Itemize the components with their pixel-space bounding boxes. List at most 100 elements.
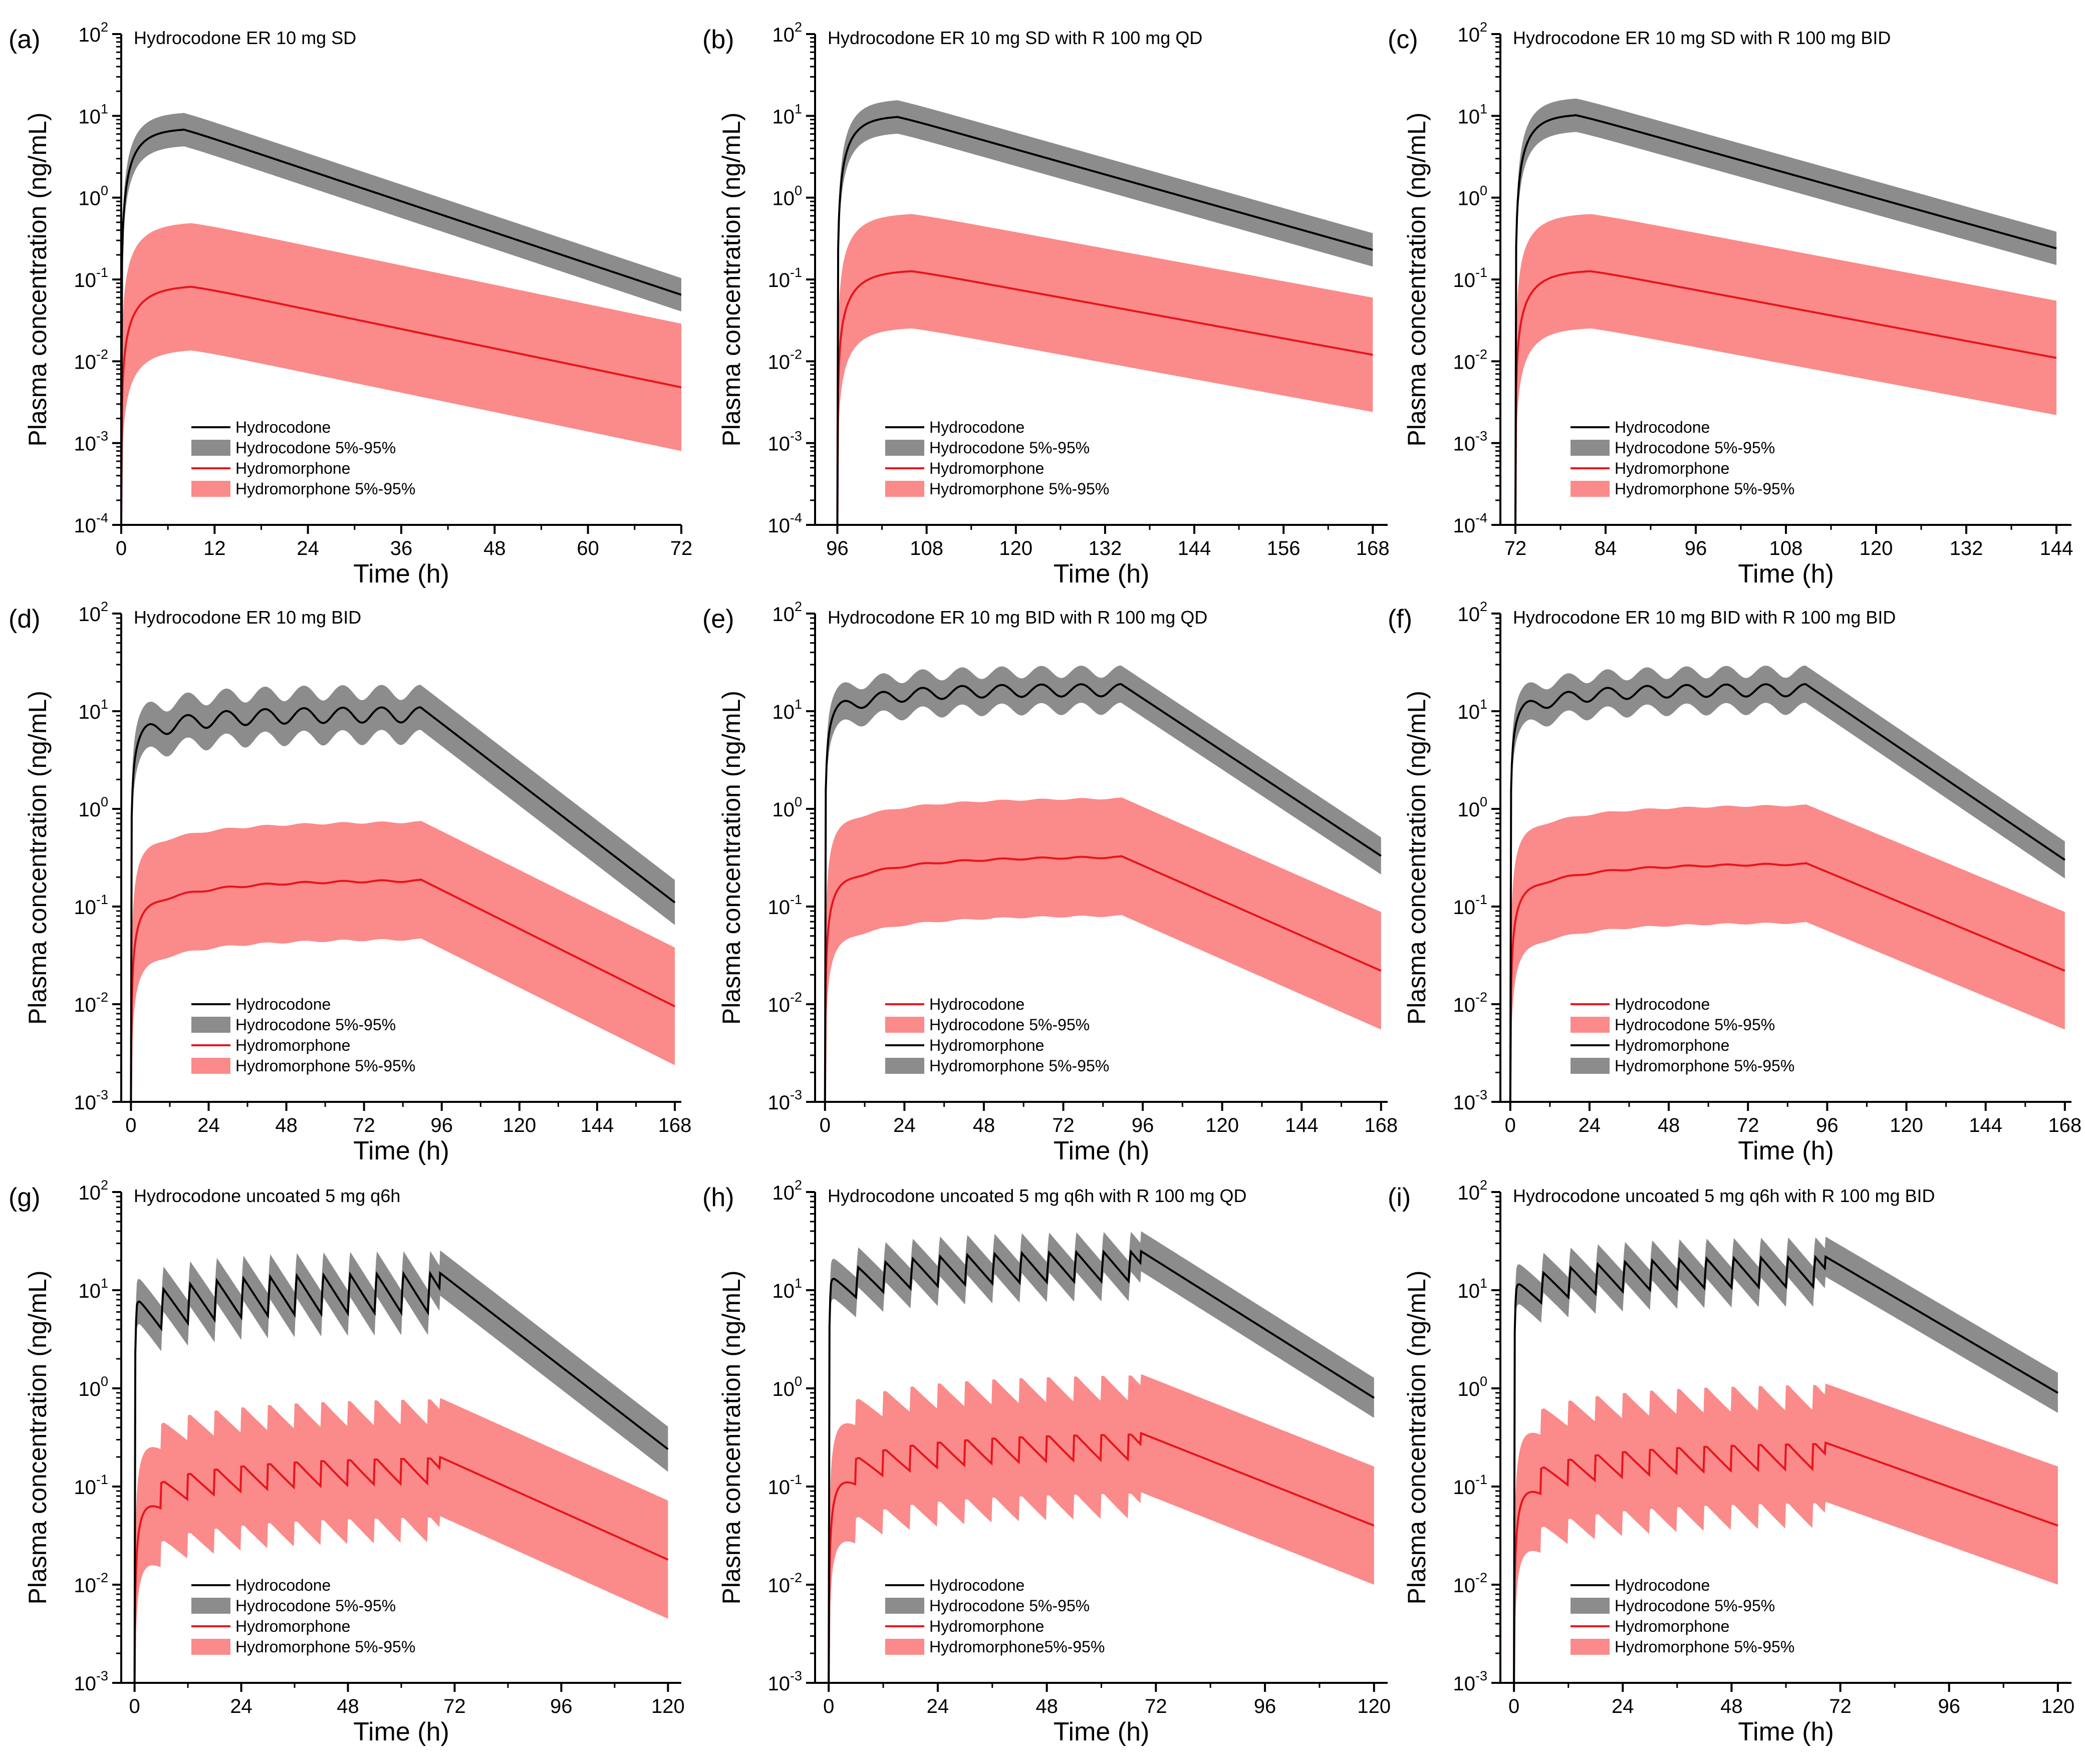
x-tick-label: 96 xyxy=(1685,537,1707,559)
chart-title: Hydrocodone ER 10 mg BID with R 100 mg Q… xyxy=(828,607,1207,628)
hydrocodone-line xyxy=(1513,1255,2058,1683)
x-axis-label: Time (h) xyxy=(1738,1136,1834,1165)
legend-label: Hydromorphone xyxy=(1615,1617,1729,1635)
y-tick-label: 10-2 xyxy=(1453,990,1487,1016)
hydromorphone-band xyxy=(131,820,675,1102)
x-tick-label: 120 xyxy=(2041,1695,2074,1717)
y-tick-exponent: -3 xyxy=(96,1668,108,1683)
y-tick-label: 101 xyxy=(772,1276,802,1302)
x-tick-label: 144 xyxy=(1969,1114,2002,1136)
y-tick-label: 10-1 xyxy=(767,265,802,291)
x-tick-label: 24 xyxy=(1579,1114,1601,1136)
y-tick-exponent: 0 xyxy=(101,794,108,809)
x-tick-label: 0 xyxy=(129,1695,140,1717)
hydromorphone-band xyxy=(837,214,1373,525)
y-tick-label: 10-3 xyxy=(1453,429,1487,455)
legend-label: Hydromorphone xyxy=(1615,1036,1729,1054)
x-tick-label: 72 xyxy=(443,1695,466,1717)
panel-label: (i) xyxy=(1388,1183,1411,1212)
legend-label: Hydromorphone xyxy=(235,1036,350,1054)
hydrocodone-band xyxy=(1514,1237,2058,1683)
hydrocodone-line xyxy=(828,1249,1375,1683)
y-tick-exponent: -1 xyxy=(96,1472,108,1487)
x-tick-label: 0 xyxy=(820,1114,831,1136)
x-tick-label: 96 xyxy=(1938,1695,1960,1717)
y-tick-label: 10-3 xyxy=(767,1668,802,1695)
chart-title: Hydrocodone ER 10 mg SD with R 100 mg BI… xyxy=(1513,28,1891,48)
chart-title: Hydrocodone ER 10 mg SD with R 100 mg QD xyxy=(828,28,1202,48)
legend-band-swatch xyxy=(885,440,924,456)
x-tick-label: 168 xyxy=(2048,1114,2081,1136)
x-tick-label: 120 xyxy=(1890,1114,1923,1136)
x-tick-label: 24 xyxy=(893,1114,916,1136)
chart-title: Hydrocodone uncoated 5 mg q6h with R 100… xyxy=(1513,1186,1935,1206)
y-tick-label: 10-3 xyxy=(1453,1087,1487,1114)
x-tick-label: 72 xyxy=(670,537,693,559)
y-axis-label: Plasma concentration (ng/mL) xyxy=(1403,1271,1431,1605)
x-tick-label: 24 xyxy=(197,1114,220,1136)
y-tick-label: 10-2 xyxy=(767,1570,802,1597)
x-tick-label: 24 xyxy=(230,1695,252,1717)
legend-label: Hydromorphone 5%-95% xyxy=(929,1057,1109,1075)
y-tick-label: 10-2 xyxy=(74,347,108,373)
y-tick-exponent: -2 xyxy=(96,347,108,362)
y-tick-exponent: 1 xyxy=(795,101,802,116)
y-tick-exponent: 1 xyxy=(101,697,108,712)
hydrocodone-band xyxy=(1515,98,2056,525)
y-tick-exponent: 1 xyxy=(1480,1276,1487,1291)
y-tick-label: 102 xyxy=(1457,1178,1487,1204)
y-tick-exponent: 2 xyxy=(1480,20,1487,35)
legend-band-swatch xyxy=(885,1639,924,1655)
x-tick-label: 36 xyxy=(390,537,413,559)
legend-band-swatch xyxy=(885,1598,924,1614)
y-tick-exponent: -2 xyxy=(790,347,802,362)
panel-label: (h) xyxy=(702,1183,734,1212)
x-axis-label: Time (h) xyxy=(353,559,449,589)
hydromorphone-band xyxy=(1515,214,2056,525)
legend-band-swatch xyxy=(191,1598,230,1614)
x-tick-label: 48 xyxy=(973,1114,995,1136)
y-axis-label: Plasma concentration (ng/mL) xyxy=(24,1271,52,1605)
legend-label: Hydrocodone 5%-95% xyxy=(1615,439,1775,457)
legend-band-swatch xyxy=(1571,481,1610,497)
y-tick-exponent: -2 xyxy=(96,990,108,1005)
y-tick-exponent: -4 xyxy=(1475,510,1487,525)
y-tick-label: 10-3 xyxy=(767,429,802,455)
y-tick-label: 10-2 xyxy=(74,1570,108,1597)
legend-label: Hydromorphone 5%-95% xyxy=(235,1057,415,1075)
y-tick-exponent: -1 xyxy=(1475,265,1487,280)
y-tick-exponent: 1 xyxy=(101,101,108,116)
panel-label: (b) xyxy=(702,25,734,54)
y-tick-exponent: 2 xyxy=(101,1178,108,1193)
hydrocodone-line xyxy=(1509,683,2065,1102)
panel-label: (d) xyxy=(9,605,41,634)
legend-label: Hydrocodone xyxy=(929,1576,1024,1594)
x-tick-label: 24 xyxy=(1612,1695,1634,1717)
y-tick-label: 100 xyxy=(772,1374,802,1400)
x-tick-label: 144 xyxy=(1285,1114,1319,1136)
legend-label: Hydromorphone xyxy=(1615,459,1729,477)
y-tick-exponent: -3 xyxy=(790,1087,802,1102)
chart-title: Hydrocodone uncoated 5 mg q6h with R 100… xyxy=(828,1186,1246,1206)
y-tick-exponent: 0 xyxy=(101,183,108,198)
y-tick-exponent: -1 xyxy=(1475,892,1487,907)
legend-band-swatch xyxy=(1571,440,1610,456)
x-tick-label: 108 xyxy=(910,537,943,559)
x-tick-label: 168 xyxy=(1356,537,1390,559)
y-tick-label: 10-1 xyxy=(1453,892,1487,919)
y-tick-label: 102 xyxy=(772,1178,802,1204)
y-tick-label: 101 xyxy=(772,697,802,723)
hydrocodone-line xyxy=(130,706,676,1102)
y-tick-exponent: 0 xyxy=(795,1374,802,1389)
chart-title: Hydrocodone ER 10 mg BID xyxy=(134,607,361,628)
x-axis-label: Time (h) xyxy=(1054,559,1150,589)
panel-label: (g) xyxy=(9,1183,41,1212)
y-tick-label: 10-3 xyxy=(74,1668,108,1695)
x-tick-label: 72 xyxy=(1052,1114,1075,1136)
hydromorphone-band xyxy=(825,797,1381,1102)
y-tick-label: 10-1 xyxy=(1453,265,1487,291)
x-tick-label: 144 xyxy=(2040,537,2073,559)
